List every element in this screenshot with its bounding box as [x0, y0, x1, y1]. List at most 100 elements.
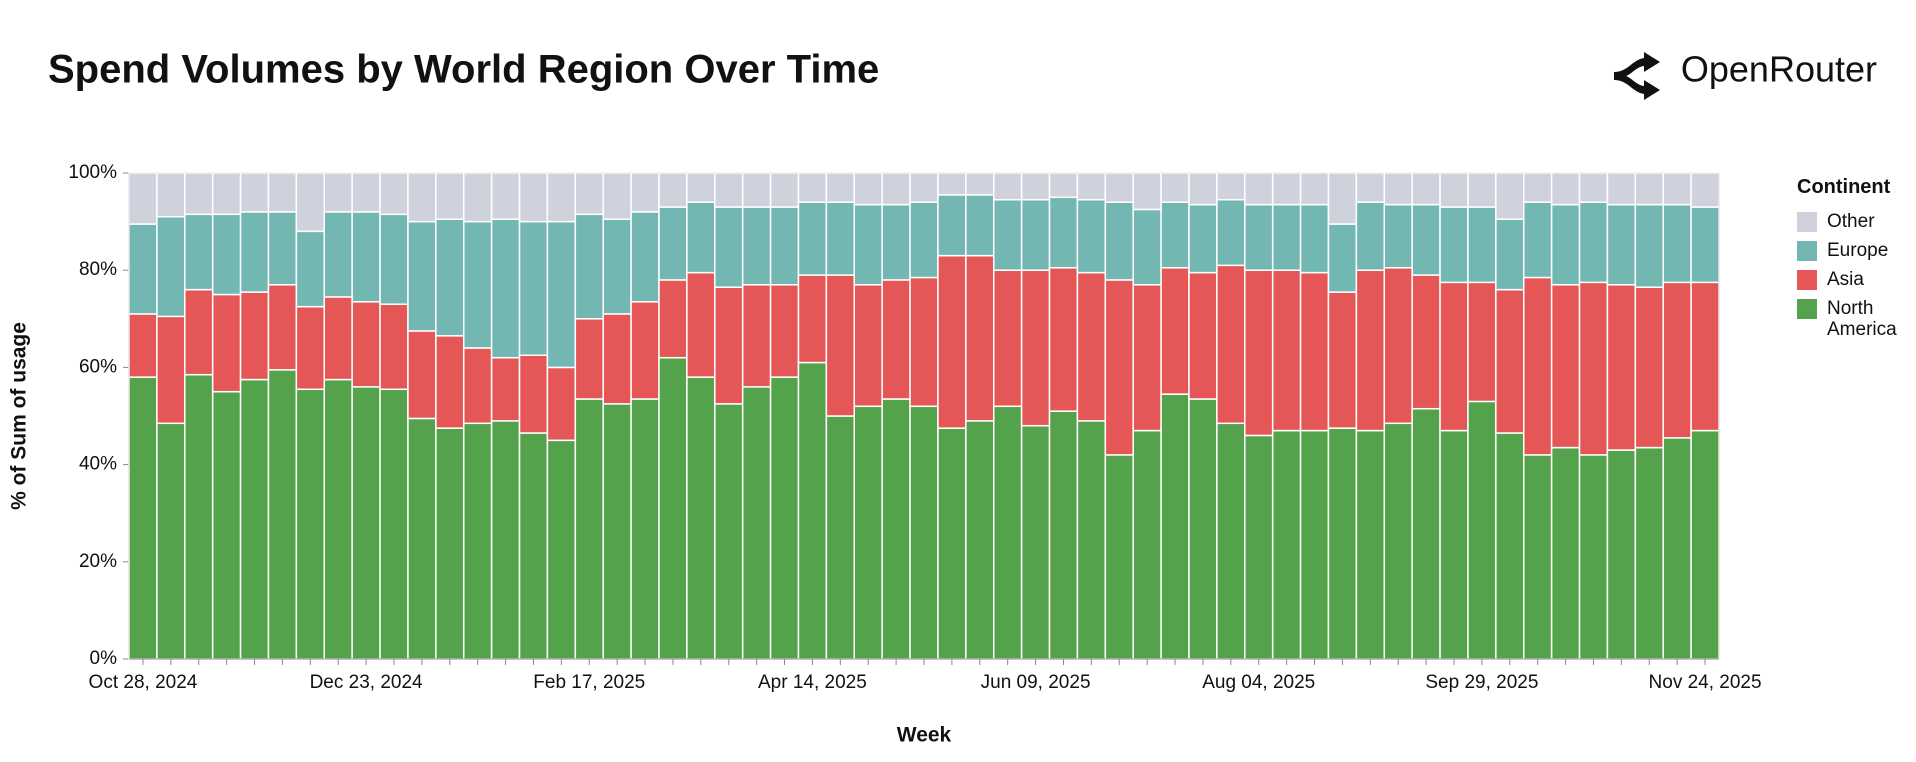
bar-segment	[211, 172, 242, 216]
bar-segment	[128, 376, 158, 660]
bar-segment	[1020, 424, 1051, 660]
bar-segment	[379, 172, 409, 216]
bar-segment	[714, 172, 744, 208]
bar-segment	[1271, 269, 1302, 432]
bar-segment	[407, 172, 437, 223]
bar-segment	[267, 211, 298, 286]
bar-segment	[965, 254, 995, 422]
bar-segment	[1634, 172, 1664, 206]
bar-segment	[267, 172, 298, 213]
legend-label: Europe	[1827, 240, 1889, 261]
bar-segment	[1020, 269, 1051, 427]
bar-segment	[295, 388, 326, 660]
x-tick-label: Jun 09, 2025	[981, 672, 1091, 693]
bar-segment	[1104, 279, 1134, 456]
bar-segment	[351, 386, 381, 660]
bar-segment	[881, 203, 911, 281]
y-tick-label: 20%	[79, 551, 117, 572]
legend-item: North America	[1797, 298, 1909, 340]
bar-segment	[769, 172, 800, 208]
bar-segment	[769, 206, 800, 286]
x-tick-label: Apr 14, 2025	[758, 672, 867, 693]
bar-segment	[490, 356, 521, 422]
bar-segment	[128, 172, 158, 225]
bar-segment	[1188, 203, 1218, 274]
bar-segment	[1411, 172, 1441, 206]
bar-segment	[797, 172, 828, 203]
bar-segment	[602, 313, 632, 405]
bar-segment	[909, 201, 939, 279]
bar-segment	[1439, 281, 1469, 432]
bar-segment	[351, 301, 381, 388]
x-tick-label: Aug 04, 2025	[1202, 672, 1315, 693]
legend-label: Other	[1827, 211, 1875, 232]
bar-segment	[1355, 269, 1386, 432]
bar-segment	[1522, 276, 1553, 456]
bar-segment	[267, 284, 298, 371]
bar-segment	[825, 172, 856, 203]
bar-segment	[1439, 429, 1469, 660]
bar-segment	[211, 293, 242, 393]
bar-segment	[937, 254, 967, 429]
bar-segment	[1271, 429, 1302, 660]
bar-segment	[992, 172, 1023, 201]
bar-segment	[1048, 267, 1079, 412]
bar-segment	[714, 403, 744, 660]
bar-segment	[1048, 196, 1079, 269]
bar-segment	[1467, 206, 1497, 284]
bar-segment	[295, 230, 326, 308]
bar-segment	[1299, 172, 1330, 206]
bar-segment	[658, 279, 688, 359]
bar-segment	[686, 172, 716, 203]
y-tick-label: 100%	[68, 162, 117, 183]
bar-segment	[602, 403, 632, 660]
bar-segment	[1383, 267, 1413, 425]
bar-segment	[1467, 400, 1497, 660]
bar-segment	[602, 172, 632, 220]
bar-segment	[435, 427, 465, 660]
bar-segment	[853, 172, 883, 206]
bar-segment	[630, 211, 660, 303]
bar-segment	[797, 361, 828, 660]
bar-segment	[1606, 284, 1637, 451]
bar-segment	[1495, 288, 1525, 434]
bar-segment	[407, 330, 437, 420]
bar-segment	[323, 172, 353, 213]
bar-segment	[769, 284, 800, 378]
bar-segment	[323, 296, 353, 381]
bar-segment	[1662, 437, 1692, 660]
brand-logo-icon	[1614, 52, 1660, 100]
bar-segment	[1104, 454, 1134, 660]
bar-segment	[1216, 422, 1246, 660]
bar-segment	[1383, 203, 1413, 269]
bar-segment	[518, 172, 549, 223]
bar-segment	[211, 213, 242, 296]
x-axis-title: Week	[897, 724, 952, 747]
bar-segment	[714, 206, 744, 288]
bar-segment	[407, 220, 437, 332]
bar-segment	[825, 201, 856, 276]
bar-segment	[965, 420, 995, 660]
bar-segment	[295, 305, 326, 391]
x-tick-label: Dec 23, 2024	[310, 672, 423, 693]
bar-segment	[1188, 398, 1218, 660]
bar-segment	[128, 313, 158, 378]
bar-segment	[937, 194, 967, 257]
bar-segment	[546, 366, 577, 442]
bar-segment	[1578, 281, 1609, 456]
bar-segment	[574, 213, 604, 320]
bar-segment	[602, 218, 632, 315]
bar-segment	[518, 354, 549, 434]
bar-segment	[1020, 198, 1051, 271]
bar-segment	[630, 172, 660, 213]
bar-segment	[1188, 271, 1218, 400]
x-tick-label: Nov 24, 2025	[1649, 672, 1762, 693]
bar-segment	[1606, 449, 1637, 660]
bar-segment	[1355, 201, 1386, 271]
bar-segment	[1355, 429, 1386, 660]
bar-segment	[1327, 172, 1358, 225]
bar-segment	[1160, 201, 1190, 269]
bar-segment	[239, 172, 270, 213]
bar-segment	[435, 172, 465, 220]
bar-segment	[1522, 201, 1553, 279]
